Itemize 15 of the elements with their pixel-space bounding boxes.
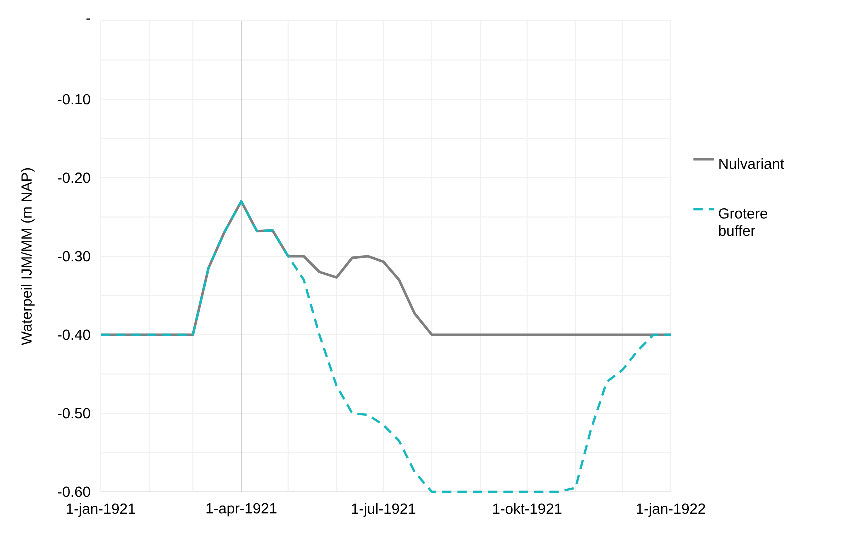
legend-label: Nulvariant (720, 158, 784, 170)
x-tick-label: 1-jan-1922 (637, 503, 706, 518)
x-tick-label: 1-jul-1921 (352, 503, 416, 518)
x-tick-label: 1-apr-1921 (206, 503, 277, 517)
y-tick-label: -0.60 (58, 486, 90, 498)
x-tick-label: 1-jan-1921 (67, 503, 136, 518)
y-tick-label: -0.30 (58, 251, 90, 262)
y-tick-label: -0.40 (58, 330, 90, 340)
legend-label: Grotere buffer (719, 208, 768, 236)
x-tick-label: 1-okt-1921 (493, 503, 562, 514)
y-tick-label: - (86, 18, 90, 20)
y-axis-title: Waterpeil IJM/MM (m NAP) (21, 168, 35, 346)
y-tick-label: -0.50 (58, 408, 90, 419)
y-tick-label: -0.10 (58, 94, 90, 105)
y-tick-label: -0.20 (58, 172, 90, 184)
